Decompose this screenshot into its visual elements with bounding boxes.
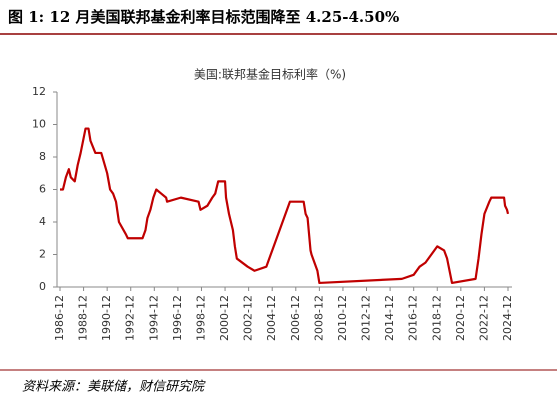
y-tick-label: 4 [39, 215, 46, 228]
y-tick-label: 6 [39, 183, 46, 196]
x-tick-label: 1990-12 [100, 295, 113, 341]
figure-title: 图 1: 12 月美国联邦基金利率目标范围降至 4.25-4.50% [8, 8, 399, 26]
x-tick-label: 1986-12 [53, 295, 66, 341]
x-tick-label: 2024-12 [501, 295, 514, 341]
y-tick-label: 0 [39, 280, 46, 293]
y-tick-label: 2 [39, 248, 46, 261]
x-tick-label: 2022-12 [477, 295, 490, 341]
x-tick-label: 2002-12 [242, 295, 255, 341]
x-tick-label: 2010-12 [336, 295, 349, 341]
data-line [60, 127, 510, 285]
x-tick-label: 2016-12 [407, 295, 420, 341]
x-tick-label: 2008-12 [312, 295, 325, 341]
x-tick-label: 2020-12 [454, 295, 467, 341]
x-tick-label: 1992-12 [124, 295, 137, 341]
x-tick-label: 2006-12 [289, 295, 302, 341]
x-tick-label: 2014-12 [383, 295, 396, 341]
x-tick-label: 2000-12 [218, 295, 231, 341]
x-tick-label: 1996-12 [171, 295, 184, 341]
x-tick-label: 2004-12 [265, 295, 278, 341]
x-tick-label: 2012-12 [360, 295, 373, 341]
y-tick-label: 10 [32, 118, 46, 131]
x-tick-label: 1988-12 [77, 295, 90, 341]
x-tick-label: 1994-12 [147, 295, 160, 341]
chart-title: 美国:联邦基金目标利率（%) [194, 67, 346, 82]
x-tick-label: 1998-12 [194, 295, 207, 341]
x-tick-label: 2018-12 [430, 295, 443, 341]
y-tick-label: 12 [32, 85, 46, 98]
y-tick-label: 8 [39, 150, 46, 163]
source: 资料来源：美联储，财信研究院 [22, 379, 206, 395]
